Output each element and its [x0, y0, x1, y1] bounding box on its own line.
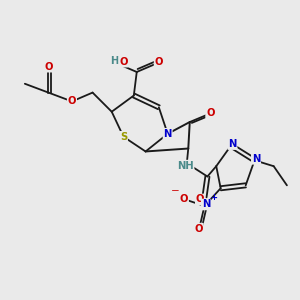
Text: O: O	[180, 194, 188, 204]
Text: S: S	[120, 132, 127, 142]
Text: H: H	[110, 56, 119, 66]
Text: O: O	[154, 57, 163, 67]
Text: −: −	[171, 186, 180, 196]
Text: N: N	[228, 139, 237, 149]
Text: O: O	[196, 194, 204, 205]
Text: N: N	[164, 129, 172, 139]
Text: +: +	[210, 193, 217, 202]
Text: O: O	[44, 62, 53, 72]
Text: NH: NH	[177, 160, 194, 171]
Text: O: O	[119, 57, 128, 67]
Text: N: N	[252, 154, 260, 164]
Text: O: O	[68, 96, 76, 106]
Text: N: N	[202, 200, 210, 209]
Text: O: O	[206, 108, 214, 118]
Text: O: O	[194, 224, 203, 234]
